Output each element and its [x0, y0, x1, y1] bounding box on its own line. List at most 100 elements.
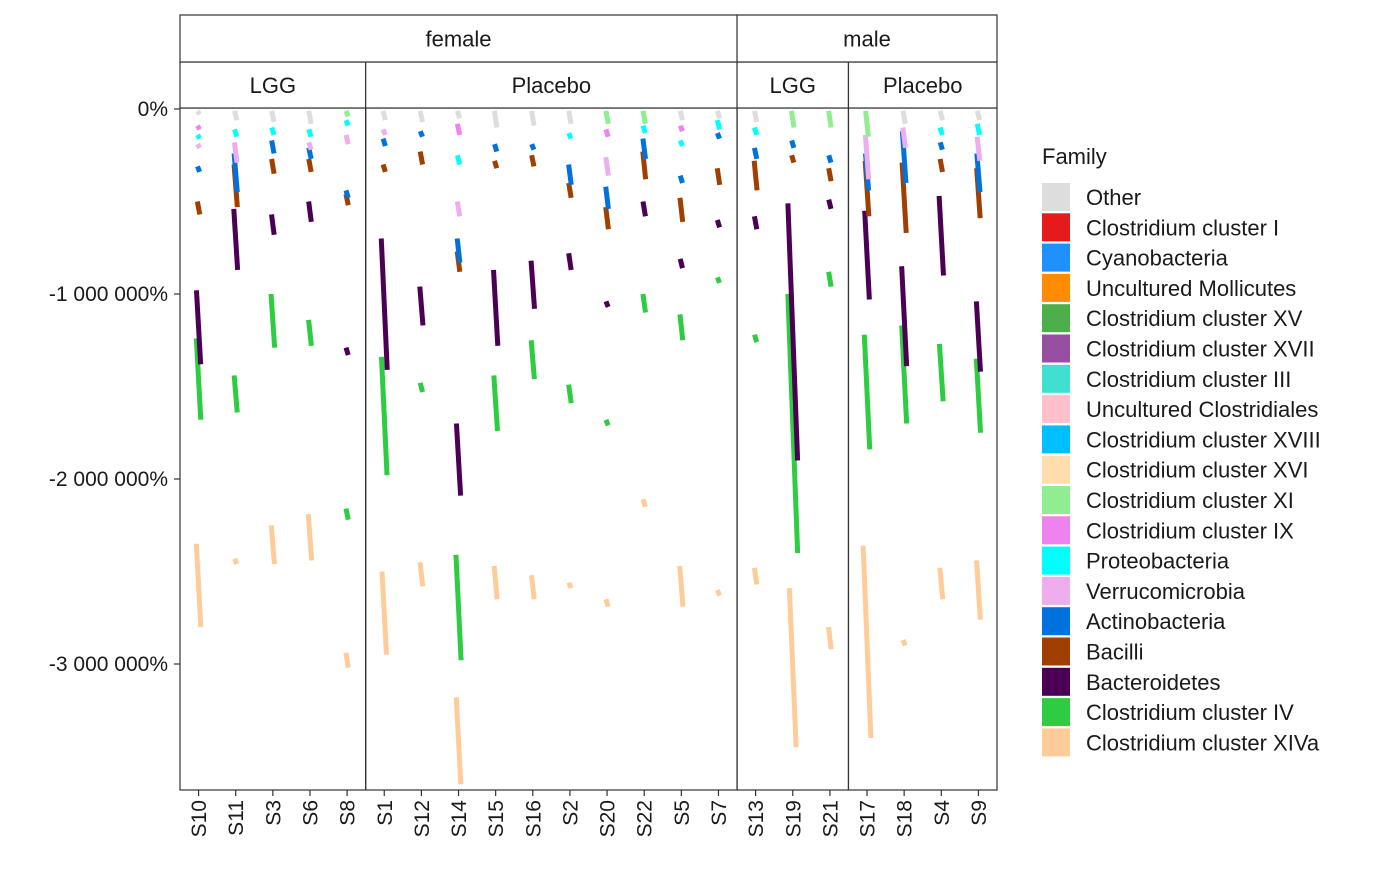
segment-S12-other — [417, 110, 425, 123]
segment-S3-other — [269, 110, 277, 123]
x-tick-label: S10 — [188, 800, 211, 837]
x-tick-label: S3 — [262, 800, 285, 826]
segment-S16-clostridium-cluster-xiva — [528, 574, 537, 600]
segment-S10-clostridium-cluster-ix — [195, 124, 202, 131]
segment-S13-proteobacteria — [752, 126, 760, 136]
segment-S22-clostridium-cluster-iv — [640, 293, 648, 313]
segment-S20-clostridium-cluster-xiva — [603, 598, 611, 608]
segment-S20-clostridium-cluster-ix — [603, 128, 611, 138]
segment-S11-bacteroidetes — [231, 208, 241, 271]
facet-strips: LGG Placebo LGG Placebo female male — [179, 14, 998, 109]
segment-S20-verrucomicrobia — [603, 156, 611, 176]
segment-S7-other — [714, 110, 722, 119]
segment-S7-bacteroidetes — [714, 219, 722, 229]
legend-label: Clostridium cluster XV — [1086, 306, 1303, 331]
segment-S6-other — [306, 110, 314, 125]
segment-S7-proteobacteria — [714, 119, 723, 130]
segment-marks — [193, 109, 984, 785]
segment-S8-proteobacteria — [343, 119, 351, 127]
segment-S18-bacteroidetes — [899, 266, 910, 367]
segment-S17-clostridium-cluster-xiva — [860, 545, 874, 739]
segment-S5-clostridium-cluster-iv — [677, 314, 686, 341]
segment-S6-clostridium-cluster-iv — [306, 319, 314, 347]
segment-S7-bacilli — [714, 167, 723, 186]
segment-S19-clostridium-cluster-xi — [789, 110, 797, 128]
strip-treatment-box — [365, 61, 738, 109]
segment-S4-bacteroidetes — [936, 195, 946, 276]
x-tick-label: S5 — [671, 800, 694, 826]
strip-treatment-label: LGG — [770, 73, 816, 98]
legend-key — [1042, 486, 1070, 514]
legend-key — [1042, 637, 1070, 666]
segment-S5-proteobacteria — [677, 139, 685, 147]
x-tick-label: S12 — [411, 800, 434, 837]
segment-S13-other — [752, 110, 760, 123]
legend-label: Other — [1086, 185, 1141, 210]
legend: Family Other Clostridium cluster I Cyanoba… — [1042, 144, 1321, 757]
segment-S2-other — [566, 110, 574, 125]
segment-S12-bacilli — [417, 151, 426, 165]
segment-S9-other — [974, 110, 982, 121]
x-tick-label: S16 — [522, 800, 545, 837]
legend-key — [1042, 546, 1070, 575]
segment-S11-other — [232, 110, 240, 121]
segment-S9-proteobacteria — [974, 123, 983, 136]
x-tick-label: S13 — [745, 800, 768, 837]
strip-treatment-box — [179, 61, 367, 109]
segment-S4-bacilli — [937, 158, 945, 173]
legend-key — [1042, 213, 1070, 242]
segment-S18-verrucomicrobia — [900, 127, 908, 149]
segment-S6-verrucomicrobia — [306, 141, 314, 151]
legend-label: Verrucomicrobia — [1086, 579, 1246, 604]
segment-S21-clostridium-cluster-xi — [826, 110, 834, 128]
segment-S8-clostridium-cluster-xi — [343, 109, 351, 118]
segment-S14-clostridium-cluster-xiva — [453, 697, 464, 785]
legend-key — [1042, 516, 1070, 545]
segment-S7-clostridium-cluster-xiva — [715, 589, 722, 597]
strip-sex-box — [179, 14, 738, 63]
segment-S10-clostridium-cluster-xiva — [193, 543, 204, 628]
legend-label: Clostridium cluster III — [1086, 367, 1291, 392]
x-tick-label: S18 — [894, 800, 917, 837]
segment-S14-verrucomicrobia — [454, 201, 463, 217]
legend-key — [1042, 364, 1070, 393]
segment-S11-clostridium-cluster-iv — [231, 375, 240, 413]
segment-S15-clostridium-cluster-xiva — [491, 565, 500, 600]
x-tick-label: S19 — [782, 800, 805, 837]
panel-background — [848, 108, 997, 790]
segment-S1-actinobacteria — [380, 137, 388, 147]
legend-key — [1042, 698, 1070, 727]
x-tick-label: S21 — [819, 800, 842, 837]
x-tick-label: S20 — [597, 800, 620, 837]
strip-sex-label: female — [425, 27, 491, 52]
segment-S5-clostridium-cluster-xiva — [677, 565, 686, 607]
facet-panels — [179, 107, 998, 791]
segment-S16-bacilli — [529, 154, 537, 167]
legend-label: Clostridium cluster XVIII — [1086, 427, 1321, 452]
legend-label: Proteobacteria — [1086, 549, 1230, 574]
legend-label: Cyanobacteria — [1086, 246, 1229, 271]
segment-S20-bacteroidetes — [603, 300, 611, 308]
x-tick-label: S22 — [634, 800, 657, 837]
segment-S11-clostridium-cluster-xiva — [232, 557, 240, 566]
strip-treatment-label: Placebo — [512, 73, 592, 98]
segment-S10-proteobacteria — [195, 133, 202, 140]
segment-S13-clostridium-cluster-iv — [752, 333, 760, 343]
segment-S10-verrucomicrobia — [195, 142, 202, 150]
segment-S14-actinobacteria — [454, 238, 463, 263]
segment-S4-other — [937, 110, 945, 121]
segment-S5-clostridium-cluster-ix — [677, 124, 685, 133]
x-tick-label: S17 — [857, 800, 880, 837]
panel-background — [180, 108, 366, 790]
segment-S22-clostridium-cluster-xi — [640, 110, 648, 125]
x-tick-label: S9 — [968, 800, 991, 826]
segment-S4-clostridium-cluster-xiva — [937, 567, 946, 600]
segment-S4-actinobacteria — [937, 141, 945, 151]
segment-S11-verrucomicrobia — [231, 141, 240, 163]
segment-S20-clostridium-cluster-iv — [603, 418, 611, 427]
segment-S21-clostridium-cluster-iv — [826, 271, 834, 288]
segment-S16-clostridium-cluster-iv — [528, 340, 537, 380]
strip-sex-box — [736, 14, 998, 63]
segment-S10-bacilli — [194, 201, 203, 215]
segment-S2-clostridium-cluster-xiva — [566, 581, 574, 590]
